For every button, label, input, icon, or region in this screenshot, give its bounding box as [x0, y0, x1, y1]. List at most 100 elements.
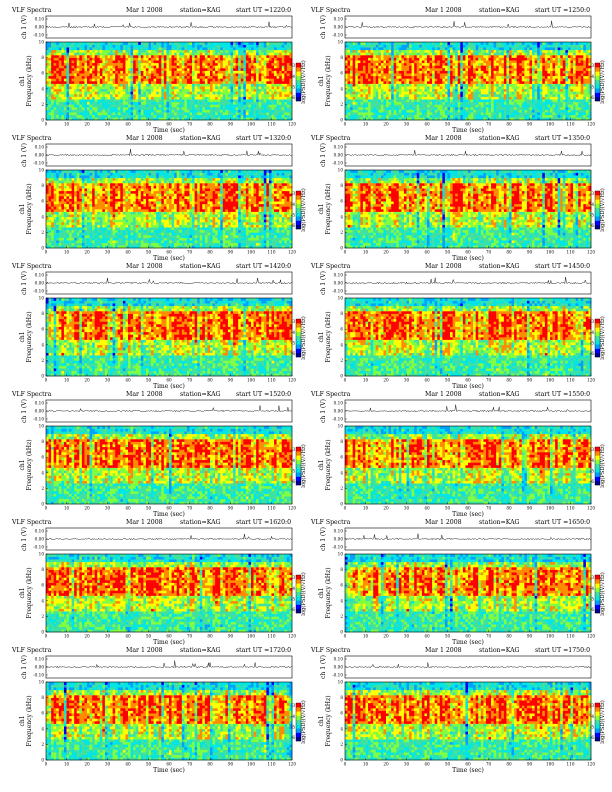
heatmap-cell [284, 47, 288, 51]
heatmap-cell [263, 83, 267, 87]
heatmap-cell [360, 68, 364, 71]
heatmap-cell [138, 107, 142, 110]
heatmap-cell [66, 73, 70, 77]
heatmap-cell [153, 75, 157, 79]
heatmap-cell [84, 83, 88, 87]
heatmap-cell [92, 109, 95, 113]
heatmap-cell [511, 99, 515, 103]
heatmap-cell [89, 96, 93, 100]
heatmap-cell [245, 88, 249, 92]
heatmap-cell [92, 44, 95, 48]
heatmap-cell [217, 60, 221, 64]
heatmap-cell [61, 86, 65, 90]
heatmap-cell [455, 73, 459, 77]
heatmap-cell [357, 86, 361, 90]
heatmap-cell [225, 94, 229, 97]
heatmap-cell [491, 91, 494, 95]
heatmap-cell [362, 42, 366, 45]
heatmap-cell [439, 81, 443, 84]
heatmap-cell [215, 99, 218, 103]
heatmap-cell [71, 55, 75, 58]
heatmap-cell [365, 96, 369, 100]
heatmap-cell [61, 107, 65, 110]
heatmap-cell [268, 65, 272, 69]
heatmap-cell [276, 114, 280, 118]
heatmap-cell [107, 52, 111, 56]
heatmap-cell [156, 52, 160, 56]
heatmap-cell [248, 112, 252, 116]
heatmap-cell [475, 75, 479, 79]
heatmap-cell [429, 44, 433, 48]
heatmap-cell [51, 42, 54, 45]
heatmap-cell [475, 83, 479, 87]
heatmap-cell [122, 57, 126, 61]
heatmap-cell [138, 99, 142, 103]
heatmap-cell [427, 42, 430, 45]
heatmap-cell [470, 70, 474, 74]
heatmap-cell [235, 44, 239, 48]
heatmap-cell [455, 112, 459, 116]
heatmap-cell [194, 55, 198, 58]
heatmap-cell [220, 117, 224, 121]
heatmap-cell [396, 78, 400, 82]
heatmap-cell [268, 96, 272, 100]
heatmap-cell [240, 99, 244, 103]
spectrogram-panel: VLF Spectra Mar 1 2008 station=KAG start UT… [309, 5, 607, 135]
heatmap-cell [84, 107, 88, 110]
heatmap-cell [46, 81, 49, 84]
heatmap-cell [251, 94, 254, 97]
heatmap-cell [230, 57, 234, 61]
heatmap-cell [227, 52, 231, 56]
heatmap-cell [225, 57, 229, 61]
heatmap-cell [94, 62, 98, 66]
heatmap-cell [498, 117, 502, 121]
heatmap-cell [375, 44, 379, 48]
heatmap-cell [383, 107, 387, 110]
heatmap-cell [130, 73, 134, 77]
heatmap-cell [424, 83, 428, 87]
heatmap-cell [368, 114, 371, 118]
heatmap-cell [360, 70, 364, 74]
heatmap-cell [97, 65, 101, 69]
heatmap-cell [69, 91, 72, 95]
heatmap-cell [263, 107, 267, 110]
heatmap-cell [345, 104, 348, 108]
heatmap-cell [248, 114, 252, 118]
heatmap-cell [350, 70, 353, 74]
heatmap-cell [169, 47, 172, 51]
heatmap-cell [235, 104, 239, 108]
heatmap-cell [514, 88, 517, 92]
heatmap-cell [133, 70, 136, 74]
heatmap-cell [274, 68, 277, 71]
heatmap-cell [424, 70, 428, 74]
heatmap-cell [429, 117, 433, 121]
heatmap-cell [227, 70, 231, 74]
heatmap-cell [478, 112, 482, 116]
heatmap-cell [447, 112, 451, 116]
heatmap-cell [411, 70, 415, 74]
heatmap-cell [457, 101, 461, 105]
heatmap-cell [375, 81, 379, 84]
heatmap-cell [102, 52, 106, 56]
heatmap-cell [460, 42, 464, 45]
heatmap-cell [197, 101, 201, 105]
heatmap-cell [357, 62, 361, 66]
heatmap-cell [450, 55, 453, 58]
heatmap-cell [501, 57, 505, 61]
heatmap-cell [238, 81, 242, 84]
heatmap-cell [148, 83, 152, 87]
heatmap-cell [66, 86, 70, 90]
heatmap-cell [71, 52, 75, 56]
heatmap-cell [107, 94, 111, 97]
heatmap-cell [207, 65, 211, 69]
heatmap-cell [468, 55, 471, 58]
heatmap-cell [227, 107, 231, 110]
heatmap-cell [151, 73, 154, 77]
heatmap-cell [76, 44, 80, 48]
heatmap-cell [204, 44, 208, 48]
heatmap-cell [439, 47, 443, 51]
heatmap-cell [386, 42, 389, 45]
heatmap-cell [452, 47, 456, 51]
heatmap-cell [503, 70, 507, 74]
heatmap-cell [148, 47, 152, 51]
